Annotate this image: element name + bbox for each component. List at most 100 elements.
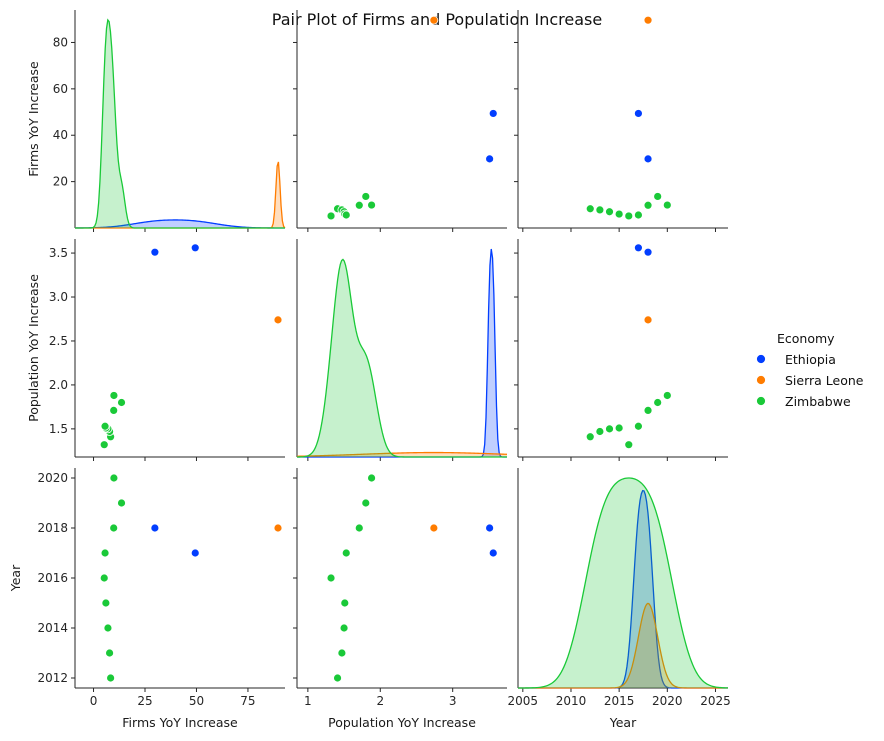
point-zimbabwe	[354, 523, 364, 533]
point-ethiopia	[190, 548, 200, 558]
legend-title: Economy	[777, 331, 835, 346]
point-zimbabwe	[109, 406, 119, 415]
point-sierra-leone	[643, 15, 653, 25]
point-zimbabwe	[367, 200, 376, 210]
x-tick-label: 2010	[556, 694, 587, 708]
panel-firms-yoy-increase-vs-year	[514, 10, 728, 232]
x-tick-label: 2015	[604, 694, 635, 708]
point-ethiopia	[634, 109, 643, 118]
point-zimbabwe	[634, 210, 643, 220]
x-tick-label: 2025	[700, 694, 731, 708]
point-zimbabwe	[100, 548, 110, 558]
point-zimbabwe	[99, 440, 109, 450]
legend-marker-ethiopia	[756, 354, 766, 364]
point-zimbabwe	[662, 391, 672, 400]
point-zimbabwe	[662, 200, 672, 210]
x-tick-label: 2020	[652, 694, 683, 708]
y-tick-label: 20	[53, 175, 68, 189]
kde-line-sierra-leone	[518, 602, 728, 689]
point-zimbabwe	[109, 523, 119, 533]
legend-label-sierra-leone: Sierra Leone	[785, 373, 864, 388]
legend-label-zimbabwe: Zimbabwe	[785, 394, 851, 409]
kde-fill-sierra-leone	[297, 452, 507, 457]
kde-fill-zimbabwe	[518, 478, 728, 688]
y-tick-label: 2.5	[49, 334, 68, 348]
point-zimbabwe	[339, 623, 349, 633]
point-zimbabwe	[595, 205, 605, 215]
point-zimbabwe	[341, 548, 351, 558]
point-zimbabwe	[105, 648, 114, 658]
y-tick-label: 2016	[37, 571, 68, 585]
kde-fill-zimbabwe	[75, 20, 285, 228]
point-zimbabwe	[340, 598, 350, 608]
y-tick-label: 3.5	[49, 246, 68, 260]
point-zimbabwe	[341, 210, 351, 220]
point-zimbabwe	[614, 209, 624, 219]
legend-marker-sierra-leone	[756, 375, 766, 385]
point-zimbabwe	[624, 211, 634, 221]
y-tick-label: 3.0	[49, 290, 68, 304]
point-zimbabwe	[106, 673, 116, 683]
x-tick-label: 2005	[508, 694, 539, 708]
point-zimbabwe	[103, 623, 113, 633]
legend-marker-zimbabwe	[756, 396, 766, 406]
kde-line-zimbabwe	[518, 477, 729, 689]
point-ethiopia	[488, 109, 498, 118]
y-tick-label: 60	[53, 82, 68, 96]
point-zimbabwe	[99, 573, 109, 583]
point-zimbabwe	[605, 207, 614, 217]
point-zimbabwe	[585, 204, 595, 214]
x-tick-label: 75	[240, 694, 255, 708]
point-ethiopia	[485, 154, 495, 164]
x-tick-label: 2	[376, 694, 384, 708]
point-zimbabwe	[614, 423, 624, 433]
point-zimbabwe	[624, 440, 634, 450]
point-zimbabwe	[605, 424, 614, 434]
legend: Economy Ethiopia Sierra Leone Zimbabwe	[756, 331, 864, 409]
point-sierra-leone	[273, 315, 283, 325]
y-axis-label: Firms YoY Increase	[26, 61, 41, 177]
x-tick-label: 1	[304, 694, 312, 708]
point-zimbabwe	[333, 673, 342, 683]
panel-year-vs-population-yoy-increase: 1 2 3 Population YoY Increase	[293, 468, 507, 730]
y-tick-label: 2018	[37, 521, 68, 535]
y-tick-label: 80	[53, 35, 68, 49]
y-tick-label: 1.5	[49, 422, 68, 436]
x-tick-label: 3	[449, 694, 457, 708]
point-zimbabwe	[643, 200, 653, 210]
point-sierra-leone	[429, 15, 439, 25]
y-tick-label: 2012	[37, 671, 68, 685]
point-zimbabwe	[117, 398, 126, 407]
x-axis-label: Year	[609, 715, 637, 730]
kde-fill-ethiopia	[75, 219, 285, 228]
point-ethiopia	[488, 548, 498, 558]
x-tick-label: 25	[137, 694, 152, 708]
kde-fill-zimbabwe	[297, 259, 507, 457]
x-axis-label: Population YoY Increase	[328, 715, 476, 730]
point-ethiopia	[643, 154, 653, 164]
point-sierra-leone	[643, 315, 653, 325]
point-zimbabwe	[595, 427, 605, 436]
x-tick-label: 50	[189, 694, 204, 708]
y-tick-label: 40	[53, 128, 68, 142]
point-zimbabwe	[326, 573, 336, 583]
point-ethiopia	[643, 247, 653, 257]
point-zimbabwe	[109, 473, 119, 483]
panel-population-yoy-increase-vs-population-yoy-increase	[296, 239, 508, 461]
panel-year-vs-year: 2005 2010 2015 2020 2025 Year	[508, 468, 731, 730]
kde-line-zimbabwe	[75, 18, 285, 229]
point-ethiopia	[150, 247, 160, 257]
point-zimbabwe	[361, 192, 371, 201]
point-zimbabwe	[100, 421, 110, 431]
point-sierra-leone	[273, 523, 283, 533]
point-zimbabwe	[653, 398, 663, 407]
kde-line-sierra-leone	[296, 451, 508, 457]
panel-population-yoy-increase-vs-year	[514, 239, 728, 461]
panel-firms-yoy-increase-vs-population-yoy-increase	[293, 10, 507, 232]
point-sierra-leone	[429, 523, 439, 533]
legend-label-ethiopia: Ethiopia	[785, 352, 836, 367]
x-tick-label: 0	[90, 694, 98, 708]
point-zimbabwe	[109, 391, 119, 400]
point-zimbabwe	[643, 406, 653, 415]
